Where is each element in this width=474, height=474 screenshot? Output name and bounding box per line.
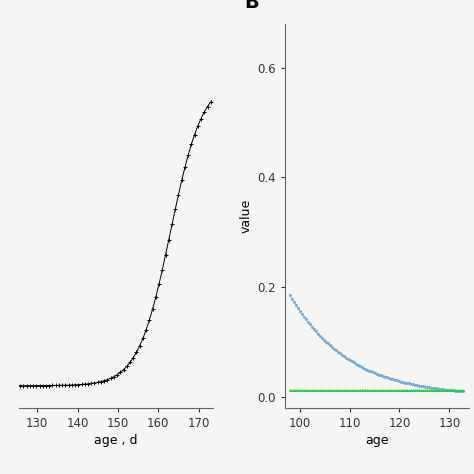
Y-axis label: value: value: [240, 199, 253, 233]
X-axis label: age: age: [365, 434, 389, 447]
Text: B: B: [244, 0, 259, 12]
X-axis label: age , d: age , d: [94, 434, 137, 447]
